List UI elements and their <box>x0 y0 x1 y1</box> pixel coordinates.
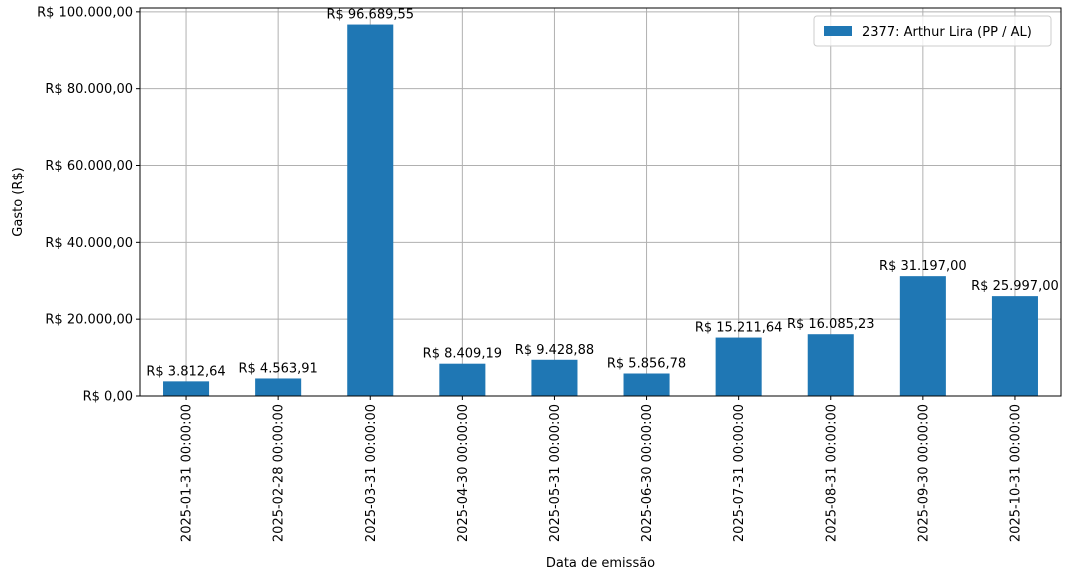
data-labels: R$ 3.812,64 R$ 4.563,91 R$ 96.689,55 R$ 8.4… <box>146 8 1058 380</box>
legend-entry: 2377: Arthur Lira (PP / AL) <box>862 25 1032 40</box>
y-tick-label: R$ 60.000,00 <box>45 159 133 174</box>
x-tick-label: 2025-07-31 00:00:00 <box>732 404 747 542</box>
x-tick-label: 2025-08-31 00:00:00 <box>824 404 839 542</box>
bar <box>163 381 210 396</box>
legend-box <box>813 15 1052 47</box>
x-tick-label: 2025-06-30 00:00:00 <box>640 404 655 542</box>
x-tick-label: 2025-01-31 00:00:00 <box>180 404 195 542</box>
y-tick-label: R$ 100.000,00 <box>37 5 133 20</box>
data-label: R$ 31.197,00 <box>879 259 967 274</box>
y-axis-title: Gasto (R$) <box>11 167 26 236</box>
bar <box>807 334 854 396</box>
data-label: R$ 96.689,55 <box>326 8 414 23</box>
legend-swatch <box>824 26 852 36</box>
x-tick-label: 2025-05-31 00:00:00 <box>548 404 563 542</box>
y-tick-label: R$ 80.000,00 <box>45 82 133 97</box>
bar <box>899 276 946 396</box>
plot-frame <box>139 7 1062 397</box>
data-label: R$ 4.563,91 <box>238 361 317 376</box>
y-tick-label: R$ 20.000,00 <box>45 313 133 328</box>
x-tick-label: 2025-10-31 00:00:00 <box>1008 404 1023 542</box>
x-tick-label: 2025-03-31 00:00:00 <box>364 404 379 542</box>
data-label: R$ 5.856,78 <box>607 357 686 372</box>
data-label: R$ 9.428,88 <box>515 343 594 358</box>
data-label: R$ 8.409,19 <box>423 347 502 362</box>
bar <box>439 363 486 396</box>
data-label: R$ 3.812,64 <box>146 364 225 379</box>
legend: 2377: Arthur Lira (PP / AL) <box>813 15 1052 47</box>
x-axis: 2025-01-31 00:00:00 2025-02-28 00:00:00 20… <box>180 396 1023 542</box>
data-label: R$ 16.085,23 <box>787 317 875 332</box>
x-axis-title: Data de emissão <box>546 556 655 571</box>
x-tick-label: 2025-09-30 00:00:00 <box>916 404 931 542</box>
bar <box>623 373 670 396</box>
bar <box>255 378 302 396</box>
bar <box>531 359 578 396</box>
y-tick-label: R$ 40.000,00 <box>45 236 133 251</box>
y-tick-label: R$ 0,00 <box>83 390 133 405</box>
x-tick-label: 2025-04-30 00:00:00 <box>456 404 471 542</box>
bar <box>715 337 762 396</box>
bar <box>991 296 1038 396</box>
data-label: R$ 15.211,64 <box>695 321 783 336</box>
grid <box>140 8 1061 397</box>
x-tick-label: 2025-02-28 00:00:00 <box>272 404 287 542</box>
bars <box>163 24 1038 396</box>
y-axis: R$ 0,00 R$ 20.000,00 R$ 40.000,00 R$ 60.000… <box>37 5 140 405</box>
bar <box>347 24 394 396</box>
data-label: R$ 25.997,00 <box>971 279 1059 294</box>
